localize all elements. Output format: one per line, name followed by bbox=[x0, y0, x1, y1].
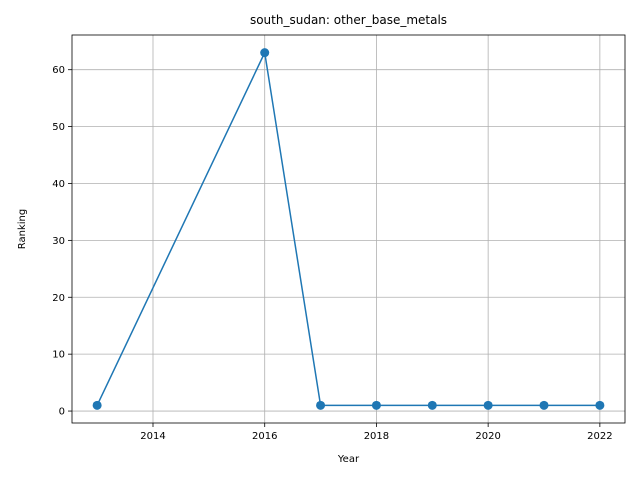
data-point bbox=[539, 400, 549, 410]
y-tick-label: 10 bbox=[52, 350, 65, 361]
x-tick-label: 2014 bbox=[140, 431, 165, 442]
y-axis-label: Ranking bbox=[17, 209, 28, 249]
series-line bbox=[96, 50, 600, 407]
x-tick-label: 2016 bbox=[252, 431, 277, 442]
data-point bbox=[427, 400, 437, 410]
y-tick-label: 30 bbox=[52, 236, 65, 247]
x-tick-label: 2018 bbox=[364, 431, 389, 442]
grid bbox=[72, 35, 625, 423]
y-tick-label: 60 bbox=[52, 65, 65, 76]
data-point bbox=[92, 400, 102, 410]
y-tick-label: 50 bbox=[52, 122, 65, 133]
y-tick-label: 20 bbox=[52, 293, 65, 304]
data-point bbox=[260, 48, 270, 58]
y-axis: 0 10 20 30 40 50 60 bbox=[52, 65, 72, 418]
x-tick-label: 2020 bbox=[475, 431, 500, 442]
x-axis: 2014 2016 2018 2020 2022 bbox=[140, 423, 613, 442]
chart-title: south_sudan: other_base_metals bbox=[250, 13, 447, 27]
series-layer bbox=[92, 48, 605, 410]
data-point bbox=[595, 400, 605, 410]
y-tick-label: 40 bbox=[52, 179, 65, 190]
y-tick-label: 0 bbox=[59, 407, 65, 418]
data-point bbox=[483, 400, 493, 410]
x-axis-label: Year bbox=[337, 454, 360, 465]
data-point bbox=[316, 400, 326, 410]
plot-frame bbox=[71, 34, 626, 424]
x-tick-label: 2022 bbox=[587, 431, 612, 442]
data-point bbox=[371, 400, 381, 410]
